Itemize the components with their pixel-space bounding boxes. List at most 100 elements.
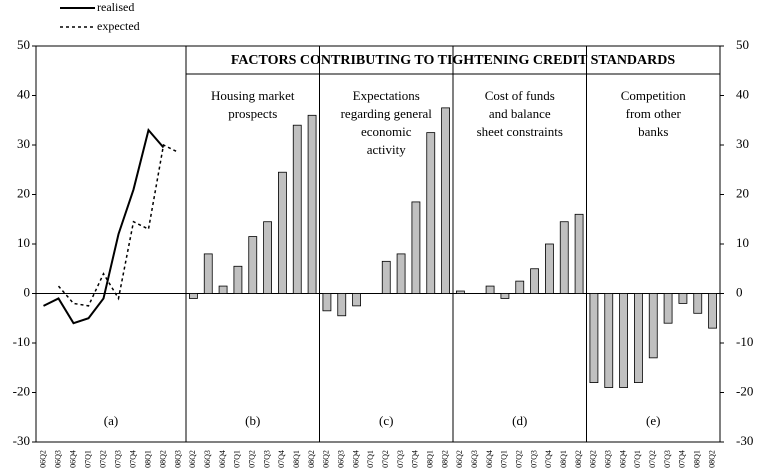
x-tick-label: 06Q2 — [38, 450, 47, 468]
x-tick-label: 08Q1 — [292, 450, 301, 468]
x-tick-label: 07Q2 — [515, 450, 524, 468]
bar — [515, 280, 525, 294]
panel-label: (d) — [512, 413, 527, 428]
bar — [307, 114, 317, 294]
x-tick-label: 06Q3 — [337, 450, 346, 468]
bar — [545, 243, 554, 294]
bar — [441, 107, 450, 294]
bar — [337, 293, 347, 317]
panel-title: from other — [626, 106, 682, 121]
y2-tick-label: 20 — [736, 185, 749, 200]
x-tick-label: 07Q2 — [381, 450, 390, 468]
x-tick-label: 07Q3 — [529, 450, 538, 468]
x-tick-label: 06Q4 — [218, 450, 227, 468]
x-tick-label: 06Q3 — [604, 450, 613, 468]
x-tick-label: 07Q4 — [544, 450, 553, 468]
panel-title: activity — [367, 142, 406, 157]
bar — [634, 293, 643, 383]
x-tick-label: 07Q4 — [678, 450, 687, 468]
x-tick-label: 06Q4 — [485, 450, 494, 468]
x-tick-label: 08Q1 — [693, 450, 702, 468]
panel-title: regarding general — [341, 106, 433, 121]
x-tick-label: 08Q1 — [559, 450, 568, 468]
bar — [604, 293, 614, 388]
y2-tick-label: -20 — [736, 383, 753, 398]
bar — [500, 293, 510, 299]
x-tick-label: 06Q4 — [351, 450, 360, 468]
x-tick-label: 07Q4 — [277, 450, 286, 468]
bar — [203, 253, 213, 294]
x-tick-label: 06Q3 — [203, 450, 212, 468]
y2-tick-label: -30 — [736, 433, 753, 448]
x-tick-label: 07Q1 — [233, 450, 242, 468]
x-tick-label: 07Q4 — [128, 450, 137, 468]
y-tick-label: 30 — [17, 136, 30, 151]
panel-title: economic — [361, 124, 412, 139]
bar — [619, 293, 628, 388]
x-tick-label: 06Q4 — [618, 450, 627, 468]
x-tick-label: 07Q2 — [98, 450, 107, 468]
x-tick-label: 06Q2 — [322, 450, 331, 468]
y2-tick-label: 30 — [736, 136, 749, 151]
x-tick-label: 06Q3 — [53, 450, 62, 468]
bar — [381, 260, 391, 294]
panel-label: (e) — [646, 413, 660, 428]
x-tick-label: 08Q2 — [440, 450, 449, 468]
y-tick-label: 50 — [17, 37, 30, 52]
y2-tick-label: 50 — [736, 37, 749, 52]
panel-title: banks — [638, 124, 668, 139]
x-tick-label: 07Q1 — [633, 450, 642, 468]
x-tick-label: 08Q2 — [707, 450, 716, 468]
x-tick-label: 07Q2 — [648, 450, 657, 468]
panel-title: prospects — [228, 106, 277, 121]
x-tick-label: 08Q1 — [426, 450, 435, 468]
x-tick-label: 08Q2 — [307, 450, 316, 468]
bar — [693, 293, 703, 314]
bar — [396, 253, 406, 294]
x-tick-label: 07Q3 — [262, 450, 271, 468]
y2-tick-label: 10 — [736, 235, 749, 250]
x-tick-label: 07Q2 — [248, 450, 257, 468]
bar — [485, 285, 495, 294]
legend-label: realised — [97, 0, 134, 14]
x-tick-label: 06Q2 — [188, 450, 197, 468]
bar — [322, 293, 332, 312]
x-tick-label: 07Q4 — [411, 450, 420, 468]
y-tick-label: -30 — [13, 433, 30, 448]
panel-title: sheet constraints — [477, 124, 563, 139]
bar — [278, 171, 287, 294]
y-tick-label: 40 — [17, 86, 30, 101]
x-tick-label: 08Q3 — [173, 450, 182, 468]
bar — [589, 293, 599, 383]
y2-tick-label: -10 — [736, 334, 753, 349]
bar — [292, 124, 302, 294]
x-tick-label: 07Q3 — [113, 450, 122, 468]
bar — [559, 221, 569, 294]
line-series — [57, 143, 179, 307]
bar — [411, 201, 421, 294]
x-tick-label: 06Q2 — [589, 450, 598, 468]
y-tick-label: -20 — [13, 383, 30, 398]
x-tick-label: 07Q1 — [500, 450, 509, 468]
bar — [189, 293, 198, 299]
panel-title: Cost of funds — [485, 88, 555, 103]
bar — [648, 293, 658, 359]
bar — [663, 293, 673, 324]
y-tick-label: 10 — [17, 235, 30, 250]
x-tick-label: 08Q2 — [158, 450, 167, 468]
bar — [456, 290, 465, 294]
panel-label: (b) — [245, 413, 260, 428]
panel-title: Expectations — [353, 88, 420, 103]
x-tick-label: 07Q3 — [663, 450, 672, 468]
x-tick-label: 07Q3 — [396, 450, 405, 468]
bar — [248, 236, 258, 294]
x-tick-label: 07Q1 — [366, 450, 375, 468]
bar — [233, 265, 243, 294]
panel-title: Competition — [621, 88, 687, 103]
panel-label: (c) — [379, 413, 393, 428]
y2-tick-label: 0 — [736, 284, 743, 299]
bar — [218, 285, 228, 294]
x-tick-label: 08Q1 — [143, 450, 152, 468]
y-tick-label: 0 — [24, 284, 31, 299]
